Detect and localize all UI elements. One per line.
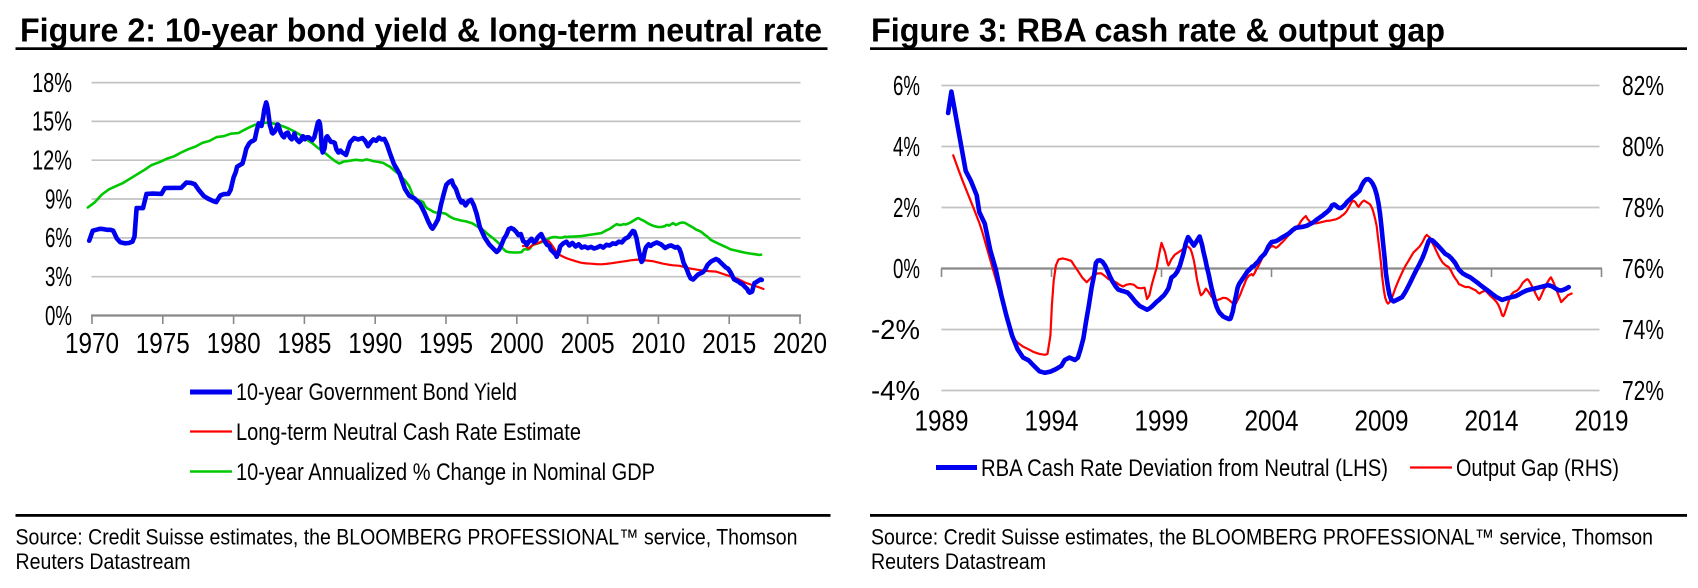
svg-text:72%: 72%: [1622, 375, 1664, 406]
svg-text:0%: 0%: [893, 253, 920, 284]
svg-text:2014: 2014: [1465, 406, 1519, 438]
svg-text:-2%: -2%: [871, 314, 920, 345]
svg-text:Source: Credit Suisse estimate: Source: Credit Suisse estimates, the BLO…: [871, 525, 1653, 550]
svg-text:RBA Cash Rate Deviation from N: RBA Cash Rate Deviation from Neutral (LH…: [981, 455, 1388, 482]
svg-text:Output Gap (RHS): Output Gap (RHS): [1456, 455, 1619, 482]
svg-text:1970: 1970: [65, 328, 119, 360]
svg-text:1999: 1999: [1135, 406, 1189, 438]
svg-text:2009: 2009: [1355, 406, 1409, 438]
svg-text:10-year Government Bond Yield: 10-year Government Bond Yield: [236, 379, 517, 406]
svg-text:74%: 74%: [1622, 314, 1664, 345]
svg-text:1989: 1989: [915, 406, 969, 438]
svg-text:0%: 0%: [45, 300, 72, 331]
svg-text:Figure 2: 10-year bond yield &: Figure 2: 10-year bond yield & long-term…: [20, 12, 822, 49]
svg-text:12%: 12%: [32, 145, 72, 176]
svg-text:2010: 2010: [631, 328, 685, 360]
svg-text:80%: 80%: [1622, 131, 1664, 162]
svg-text:1990: 1990: [348, 328, 402, 360]
svg-text:15%: 15%: [32, 106, 72, 137]
svg-text:2015: 2015: [702, 328, 756, 360]
svg-text:1994: 1994: [1025, 406, 1079, 438]
svg-text:2%: 2%: [893, 192, 920, 223]
svg-text:82%: 82%: [1622, 70, 1664, 101]
svg-text:Figure 3: RBA cash rate & outp: Figure 3: RBA cash rate & output gap: [871, 12, 1445, 49]
svg-text:2004: 2004: [1245, 406, 1299, 438]
svg-text:Source: Credit Suisse estimate: Source: Credit Suisse estimates, the BLO…: [16, 525, 798, 550]
svg-text:6%: 6%: [893, 70, 920, 101]
svg-text:Reuters Datastream: Reuters Datastream: [871, 549, 1046, 574]
svg-text:18%: 18%: [32, 67, 72, 98]
svg-text:Long-term Neutral Cash Rate Es: Long-term Neutral Cash Rate Estimate: [236, 419, 581, 446]
svg-text:1995: 1995: [419, 328, 473, 360]
svg-text:1980: 1980: [207, 328, 261, 360]
svg-text:6%: 6%: [45, 222, 72, 253]
svg-text:2000: 2000: [490, 328, 544, 360]
svg-text:78%: 78%: [1622, 192, 1664, 223]
svg-text:-4%: -4%: [871, 375, 920, 406]
svg-text:2020: 2020: [773, 328, 827, 360]
svg-text:2019: 2019: [1575, 406, 1629, 438]
svg-text:1975: 1975: [136, 328, 190, 360]
svg-text:Reuters Datastream: Reuters Datastream: [16, 549, 191, 574]
svg-text:2005: 2005: [561, 328, 615, 360]
svg-text:4%: 4%: [893, 131, 920, 162]
svg-text:3%: 3%: [45, 261, 72, 292]
svg-text:9%: 9%: [45, 183, 72, 214]
svg-text:10-year Annualized % Change in: 10-year Annualized % Change in Nominal G…: [236, 459, 655, 486]
svg-text:76%: 76%: [1622, 253, 1664, 284]
svg-text:1985: 1985: [277, 328, 331, 360]
